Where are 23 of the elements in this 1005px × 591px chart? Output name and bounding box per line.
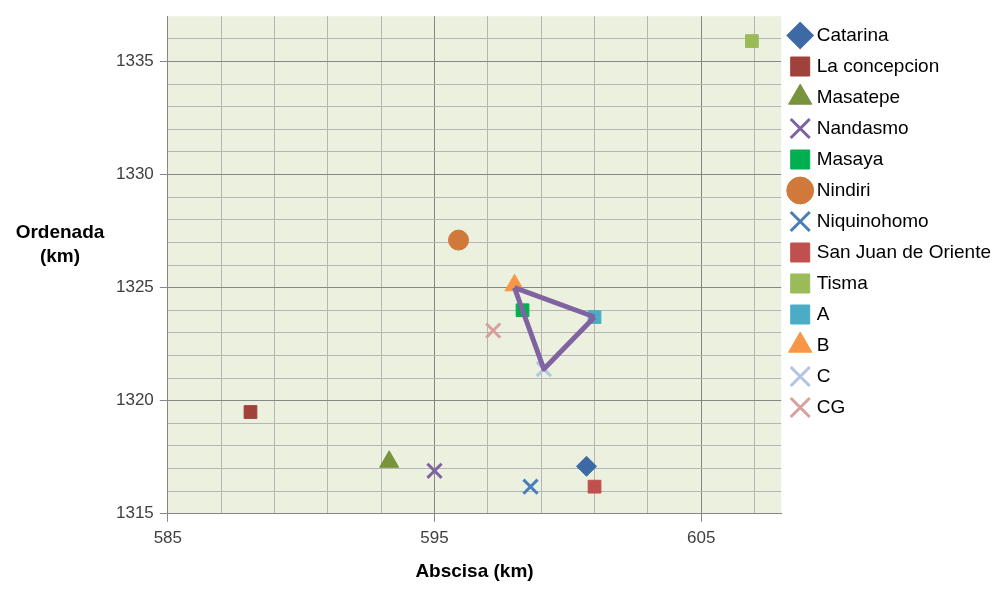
- y-tick-label: 1315: [115, 503, 154, 523]
- legend-label: B: [816, 333, 830, 355]
- legend-label: CG: [816, 395, 846, 417]
- legend-label: Tisma: [816, 271, 869, 293]
- legend-label: San Juan de Oriente: [816, 240, 992, 262]
- x-tick-label: 585: [153, 527, 183, 547]
- legend-label: Catarina: [816, 23, 889, 45]
- legend-label: Masaya: [816, 147, 884, 169]
- legend-label: A: [816, 302, 830, 324]
- y-tick-label: 1330: [115, 164, 154, 184]
- legend-label: Niquinohomo: [816, 209, 929, 231]
- legend-label: Masatepe: [816, 85, 901, 107]
- y-tick-label: 1335: [115, 51, 154, 71]
- y-tick-label: 1320: [115, 390, 154, 410]
- y-axis-title: Ordenada (km): [14, 220, 106, 268]
- x-tick-label: 605: [687, 527, 716, 547]
- legend-label: C: [816, 364, 831, 386]
- y-tick-label: 1325: [115, 277, 154, 297]
- legend-label: Nandasmo: [816, 116, 909, 138]
- x-axis-title: Abscisa (km): [415, 559, 534, 581]
- legend-label: Nindiri: [816, 178, 871, 200]
- legend-label: La concepcion: [816, 54, 940, 76]
- x-tick-label: 595: [420, 527, 449, 547]
